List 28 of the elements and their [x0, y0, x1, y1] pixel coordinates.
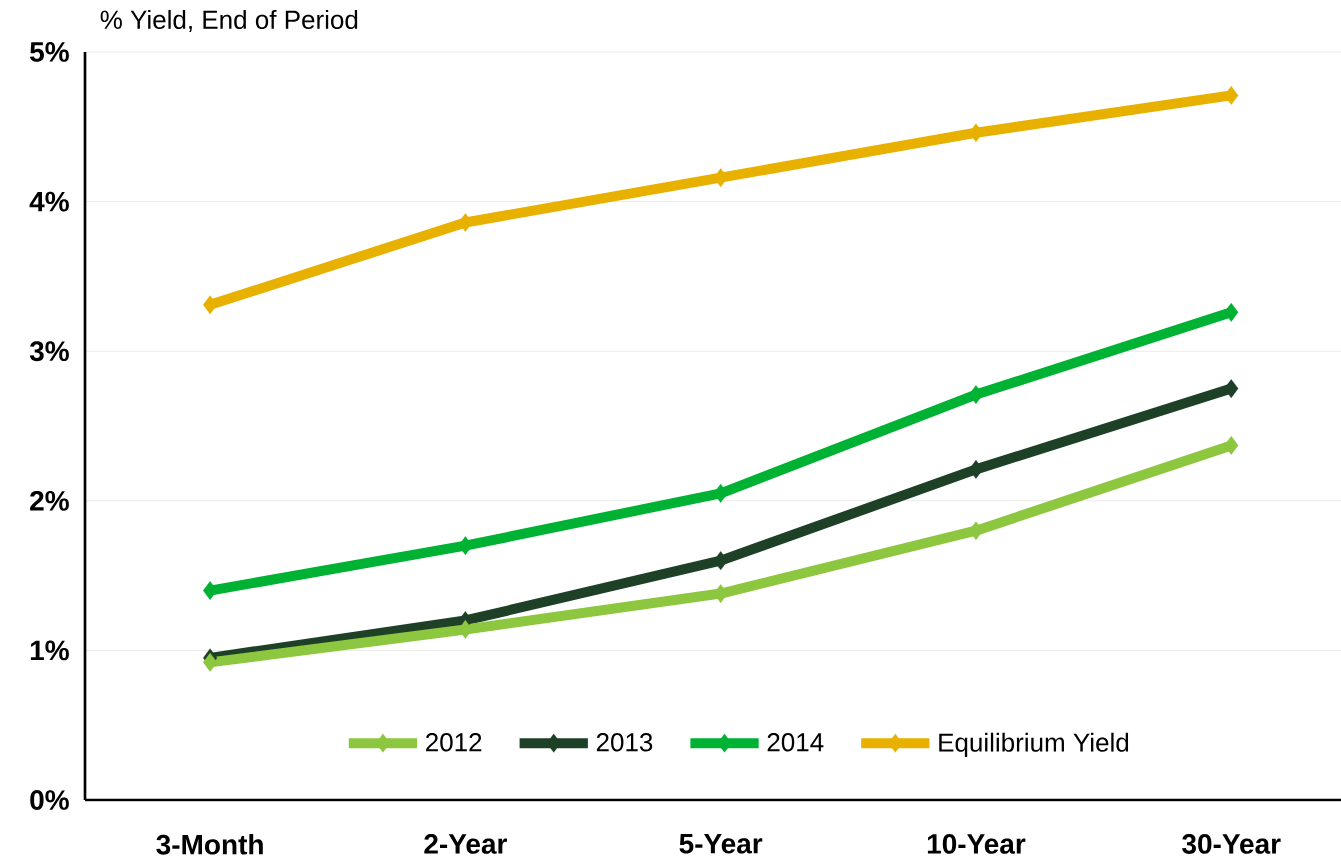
legend-label: 2014: [767, 733, 824, 752]
point: [713, 168, 728, 188]
legend-label: Equilibrium Yield: [939, 732, 1129, 757]
legend-label: 2012: [426, 733, 482, 752]
y-axis-title: % Yield, End of Period: [100, 9, 358, 33]
point: [1224, 302, 1239, 322]
point: [1224, 379, 1239, 399]
y-tick-label: 0%: [30, 790, 69, 810]
y-tick-label: 4%: [29, 191, 69, 212]
y-tick-label: 3%: [29, 341, 69, 362]
point: [1224, 85, 1239, 105]
point: [968, 521, 984, 541]
point: [458, 536, 473, 556]
point: [1224, 436, 1239, 455]
point: [203, 652, 218, 672]
y-tick-label: 2%: [30, 490, 69, 511]
x-tick-label: 2-Year: [424, 834, 507, 854]
point: [713, 551, 728, 571]
x-tick-label: 30-Year: [1182, 834, 1281, 854]
point: [968, 459, 984, 479]
point: [203, 295, 218, 315]
point: [713, 483, 728, 503]
x-tick-label: 5-Year: [679, 834, 763, 854]
y-tick-label: 1%: [30, 640, 69, 661]
x-tick-label: 3-Month: [156, 834, 263, 855]
legend-label: 2013: [596, 733, 653, 752]
y-tick-label: 5%: [30, 42, 69, 62]
x-tick-label: 10-Year: [927, 834, 1026, 854]
